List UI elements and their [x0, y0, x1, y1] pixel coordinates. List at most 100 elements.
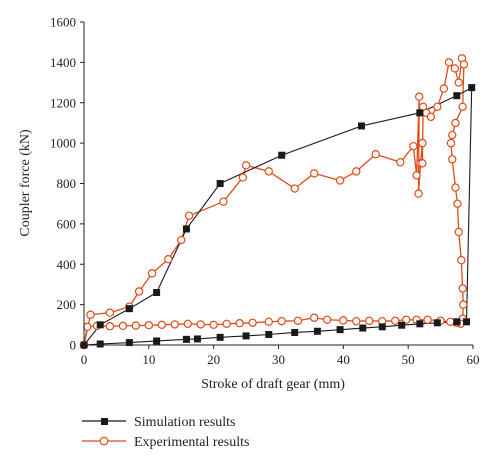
experimental-point	[134, 287, 144, 296]
experimental-point	[365, 316, 374, 325]
experimental-point	[235, 318, 244, 328]
simulation-point	[216, 333, 224, 341]
legend: Simulation results Experimental results	[82, 415, 249, 450]
experimental-point	[184, 211, 194, 220]
experimental-point	[105, 308, 115, 317]
experimental-point	[86, 310, 95, 319]
experimental-point	[83, 322, 92, 332]
simulation-point	[433, 319, 441, 327]
simulation-point	[468, 84, 476, 92]
simulation-point	[153, 337, 161, 345]
experimental-point	[264, 317, 273, 326]
experimental-point	[322, 315, 332, 324]
experimental-point	[131, 321, 141, 330]
experimental-point	[453, 199, 462, 208]
experimental-point	[290, 184, 299, 193]
simulation-point	[182, 225, 190, 233]
experimental-point	[446, 317, 455, 326]
simulation-point	[216, 180, 224, 187]
x-tick-label: 40	[337, 352, 350, 367]
x-tick-label: 10	[142, 352, 155, 367]
simulation-point	[359, 324, 367, 332]
experimental-point	[402, 315, 411, 324]
experimental-point	[439, 84, 449, 93]
experimental-point	[444, 58, 454, 67]
experimental-point	[454, 78, 463, 87]
experimental-point	[264, 167, 273, 176]
x-tick-label: 0	[81, 352, 88, 367]
experimental-point	[457, 256, 466, 265]
experimental-point	[454, 227, 463, 237]
experimental-point	[414, 92, 424, 101]
tick-labels: 0 10 20 30 40 50 60020040060080010001200140016…	[50, 15, 480, 368]
simulation-point	[357, 122, 365, 130]
legend-entry-experimental: Experimental results	[82, 435, 249, 450]
simulation-point	[453, 92, 461, 100]
experimental-point	[451, 183, 460, 192]
experimental-point	[170, 320, 179, 329]
simulation-point	[378, 323, 386, 331]
experimental-point	[433, 102, 442, 111]
simulation-point	[313, 327, 321, 335]
y-tick-label: 400	[57, 257, 77, 272]
experimental-point	[423, 315, 432, 324]
experimental-point	[352, 316, 361, 326]
experimental-point	[459, 60, 469, 69]
legend-label-simulation: Simulation results	[134, 415, 236, 430]
experimental-point	[105, 322, 115, 331]
simulation-point	[278, 151, 286, 159]
experimental-point	[183, 319, 192, 329]
y-axis-label: Coupler force (kN)	[18, 129, 33, 237]
y-tick-label: 0	[70, 338, 77, 353]
simulation-point	[193, 335, 201, 343]
simulation-point	[125, 305, 133, 313]
simulation-point	[96, 340, 104, 348]
experimental-point	[451, 118, 460, 128]
experimental-point	[238, 173, 248, 182]
experimental-point	[396, 158, 405, 167]
experimental-point	[219, 197, 228, 206]
experimental-point	[277, 316, 286, 326]
experimental-point	[157, 320, 166, 330]
experimental-point	[458, 284, 467, 293]
experimental-point	[352, 167, 361, 176]
simulation-point	[125, 339, 133, 347]
experimental-point	[450, 64, 460, 73]
experimental-point	[309, 313, 319, 322]
x-axis-label: Stroke of draft gear (mm)	[201, 377, 345, 392]
x-tick-label: 60	[467, 352, 480, 367]
experimental-point	[391, 316, 400, 325]
legend-marker-experimental	[99, 436, 109, 446]
experimental-point	[418, 138, 427, 148]
experimental-point	[426, 112, 436, 122]
simulation-point	[96, 321, 104, 329]
simulation-point	[336, 326, 344, 334]
experimental-point	[371, 150, 380, 159]
experimental-point	[293, 316, 303, 325]
experimental-point	[335, 176, 345, 185]
simulation-point	[291, 328, 299, 336]
experimental-point	[412, 171, 421, 180]
experimental-point	[458, 102, 467, 111]
simulation-point	[463, 318, 471, 326]
x-tick-label: 20	[207, 352, 220, 367]
y-tick-label: 1200	[50, 95, 76, 110]
plot-area	[79, 54, 476, 350]
experimental-point	[448, 130, 457, 140]
experimental-point	[196, 320, 205, 329]
simulation-point	[416, 109, 424, 117]
experimental-point	[147, 269, 157, 278]
experimental-point	[448, 155, 457, 164]
experimental-point	[409, 141, 418, 151]
simulation-point	[153, 289, 161, 297]
y-tick-label: 1600	[50, 15, 76, 30]
experimental-point	[446, 138, 456, 148]
x-tick-label: 50	[402, 352, 415, 367]
experimental-point	[339, 316, 348, 325]
simulation-point	[416, 320, 424, 328]
y-tick-label: 1000	[50, 136, 76, 151]
experimental-point	[248, 318, 257, 327]
simulation-point	[398, 321, 406, 329]
y-tick-label: 800	[57, 176, 77, 191]
experimental-point	[144, 321, 154, 330]
